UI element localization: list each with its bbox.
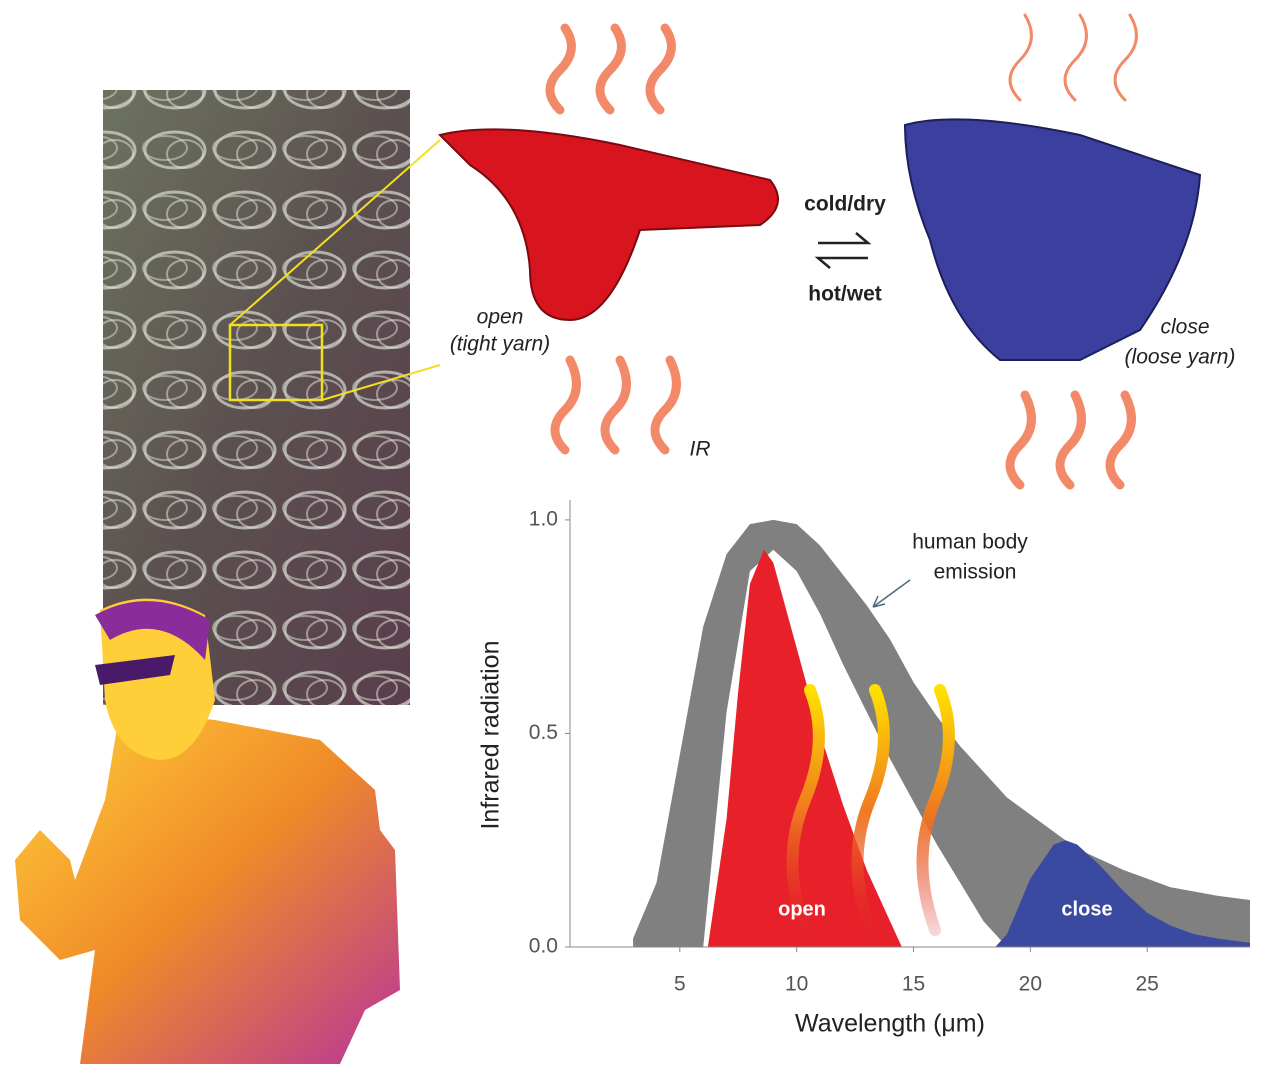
state-label: close [1160, 316, 1209, 339]
heat-arrows [786, 684, 955, 936]
state-label: open [477, 306, 524, 329]
annotation-arrow [872, 579, 911, 608]
x-tick-label: 5 [674, 973, 686, 996]
heat-arrow [916, 684, 955, 936]
x-tick-label: 25 [1136, 973, 1159, 996]
y-tick-label: 0.0 [529, 935, 558, 958]
condition-label: hot/wet [808, 283, 882, 306]
y-tick-label: 0.5 [529, 721, 558, 744]
x-tick-label: 20 [1019, 973, 1042, 996]
close-bundle [903, 118, 1202, 361]
state-label: (tight yarn) [450, 333, 550, 356]
y-tick-label: 1.0 [529, 507, 558, 530]
ir-waves [545, 13, 1138, 490]
equilibrium-arrows [814, 232, 872, 269]
condition-label: cold/dry [804, 193, 886, 216]
heat-arrow [786, 684, 825, 936]
x-axis-label: Wavelength (μm) [795, 1010, 985, 1038]
open-bundle [438, 128, 779, 322]
x-tick-label: 15 [902, 973, 925, 996]
area [995, 840, 1250, 947]
annotation: human body [912, 531, 1028, 554]
heat-arrow [851, 684, 890, 936]
series-label: close [1061, 898, 1112, 920]
ir-label: IR [690, 438, 711, 461]
chart: open close human body emission 0.0 0.5 1.0 5 10 1… [477, 500, 1250, 1038]
thermal-runner [15, 598, 400, 1064]
series-label: open [778, 898, 826, 920]
x-tick-label: 10 [785, 973, 808, 996]
y-axis-label: Infrared radiation [477, 640, 505, 829]
state-label: (loose yarn) [1125, 346, 1236, 369]
annotation: emission [934, 561, 1017, 584]
